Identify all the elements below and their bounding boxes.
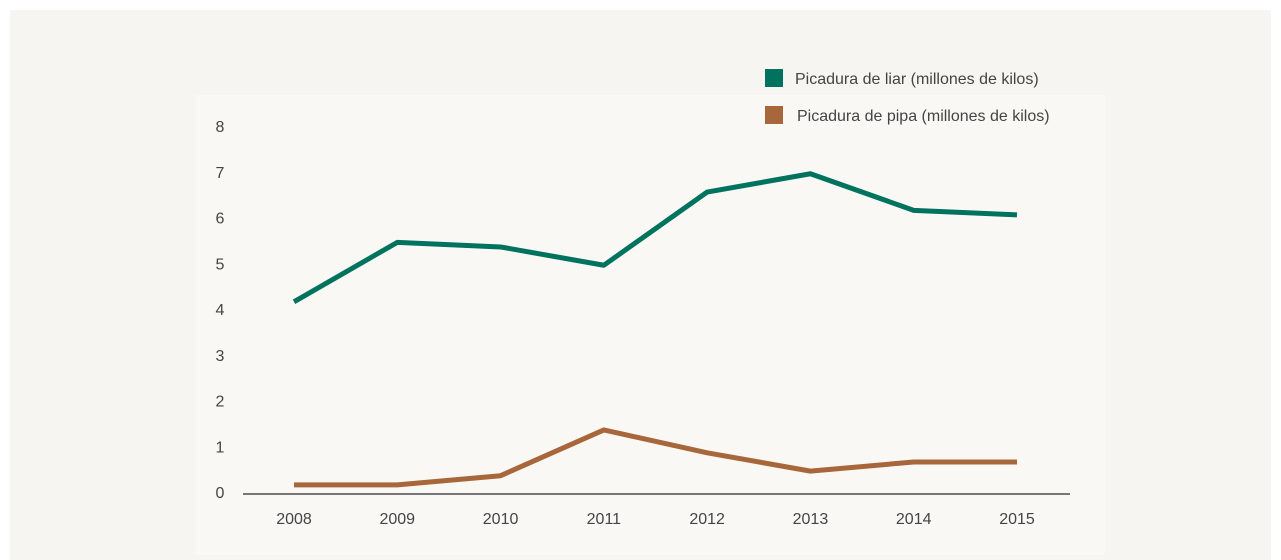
legend-label: Picadura de pipa (millones de kilos) [797,108,1050,125]
y-tick-label: 4 [216,302,225,319]
x-tick-label: 2014 [896,511,932,528]
legend-swatch [765,69,783,87]
y-tick-label: 6 [216,211,225,228]
x-tick-label: 2013 [793,511,829,528]
x-tick-label: 2015 [999,511,1035,528]
series-line [294,427,1017,488]
y-tick-label: 2 [216,394,225,411]
y-tick-label: 1 [216,439,225,456]
legend-label: Picadura de liar (millones de kilos) [795,71,1039,88]
x-tick-label: 2012 [689,511,725,528]
series-line [292,171,1018,305]
x-tick-label: 2009 [379,511,415,528]
x-tick-label: 2011 [587,511,622,528]
x-tick-label: 2010 [483,511,519,528]
y-tick-label: 3 [216,348,225,365]
panel [195,95,1105,555]
y-tick-label: 8 [216,119,225,136]
x-tick-label: 2008 [276,511,312,528]
y-tick-label: 7 [216,165,225,182]
y-tick-label: 0 [216,485,225,502]
legend-swatch [765,106,783,124]
y-tick-label: 5 [216,256,225,273]
